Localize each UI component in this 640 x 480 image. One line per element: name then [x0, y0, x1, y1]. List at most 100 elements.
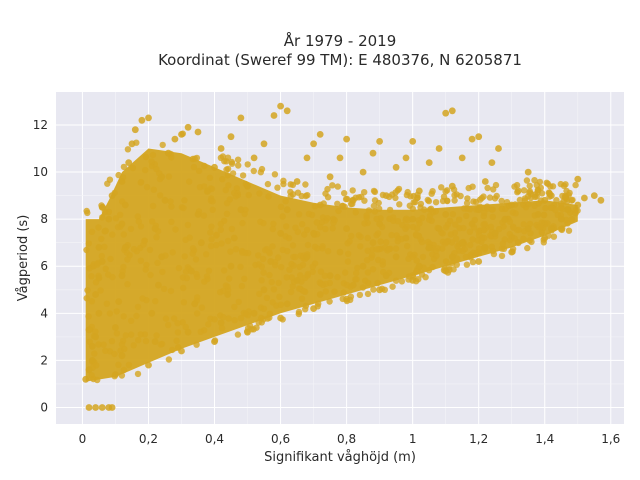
scatter-point [590, 192, 598, 200]
scatter-point [305, 210, 313, 218]
scatter-point [263, 294, 271, 302]
scatter-point [224, 172, 231, 179]
scatter-point [141, 237, 148, 244]
scatter-point [229, 170, 237, 177]
scatter-point [382, 272, 390, 280]
scatter-point [520, 221, 527, 228]
scatter-point [234, 156, 242, 163]
scatter-point [574, 201, 582, 209]
scatter-point [108, 192, 116, 200]
scatter-point [475, 258, 483, 265]
scatter-point [118, 178, 126, 185]
scatter-point [474, 237, 481, 244]
scatter-point [365, 207, 373, 214]
scatter-point [162, 315, 170, 322]
scatter-point [422, 274, 429, 281]
scatter-point [260, 305, 268, 312]
scatter-point [178, 347, 185, 355]
scatter-point [346, 238, 353, 245]
scatter-point [329, 182, 336, 189]
scatter-point [458, 239, 466, 247]
scatter-point [135, 218, 142, 225]
scatter-point [288, 274, 295, 281]
scatter-point [244, 328, 251, 336]
scatter-point [174, 320, 181, 327]
scatter-point [415, 187, 423, 195]
scatter-point [568, 216, 576, 223]
scatter-point [516, 196, 524, 204]
scatter-point [283, 206, 291, 214]
scatter-point [95, 309, 103, 317]
scatter-point [205, 321, 212, 328]
scatter-point [148, 309, 156, 317]
scatter-point [386, 206, 394, 214]
scatter-point [531, 177, 538, 184]
scatter-point [180, 204, 187, 212]
scatter-point [352, 209, 359, 216]
scatter-point [255, 252, 262, 259]
scatter-point [453, 191, 460, 198]
scatter-point [269, 225, 276, 233]
scatter-point [442, 240, 449, 247]
scatter-point [525, 193, 532, 200]
scatter-point [464, 195, 471, 202]
scatter-point [563, 187, 570, 195]
scatter-point [458, 154, 466, 162]
scatter-point [335, 207, 342, 215]
scatter-point [167, 287, 175, 295]
scatter-point [292, 253, 299, 261]
scatter-point [433, 252, 440, 259]
scatter-point [376, 286, 383, 294]
scatter-point [239, 219, 246, 227]
scatter-point [534, 186, 541, 194]
scatter-point [329, 225, 336, 232]
scatter-point [232, 193, 239, 200]
scatter-point [120, 366, 128, 374]
scatter-point [146, 246, 154, 254]
scatter-point [231, 303, 238, 311]
scatter-point [303, 226, 311, 234]
scatter-point [283, 274, 290, 281]
scatter-point [92, 328, 99, 335]
scatter-point [547, 225, 555, 233]
x-tick-label: 1,6 [601, 432, 620, 446]
scatter-point [125, 361, 133, 369]
scatter-point [186, 234, 193, 241]
scatter-point [128, 331, 135, 338]
scatter-point [363, 257, 371, 264]
scatter-point [217, 154, 225, 161]
scatter-point [250, 167, 257, 175]
scatter-point [285, 234, 293, 242]
scatter-point [265, 193, 272, 200]
scatter-point [124, 146, 132, 153]
scatter-point [178, 131, 185, 138]
scatter-point [343, 225, 350, 233]
x-tick-label: 0 [79, 432, 87, 446]
scatter-point [173, 337, 180, 344]
scatter-point [512, 210, 519, 217]
scatter-point [452, 221, 459, 228]
scatter-point [155, 281, 162, 289]
scatter-point [181, 253, 188, 260]
scatter-point [107, 255, 114, 263]
scatter-point [393, 232, 400, 239]
scatter-point [148, 158, 155, 165]
scatter-point [108, 338, 116, 345]
scatter-point [498, 197, 505, 205]
scatter-point [102, 227, 109, 235]
scatter-point [302, 306, 309, 313]
scatter-point [343, 295, 350, 303]
scatter-point [154, 259, 161, 267]
scatter-point [151, 225, 159, 233]
scatter-point [121, 201, 129, 209]
scatter-point [276, 293, 283, 300]
scatter-point [191, 155, 198, 162]
scatter-point [564, 206, 572, 214]
scatter-point [491, 229, 499, 237]
scatter-point [197, 328, 204, 335]
scatter-point [160, 285, 168, 293]
scatter-point [159, 268, 166, 276]
scatter-point [228, 160, 236, 167]
x-tick-label: 0,8 [337, 432, 356, 446]
scatter-point [200, 212, 208, 219]
